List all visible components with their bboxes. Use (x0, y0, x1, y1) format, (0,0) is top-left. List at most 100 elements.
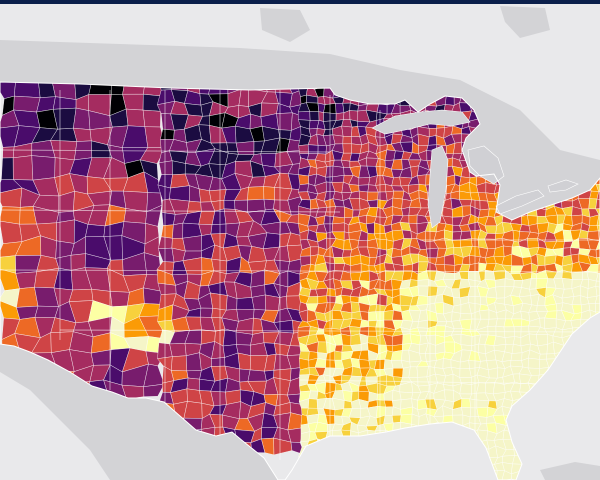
county[interactable] (160, 224, 174, 239)
county[interactable] (318, 111, 324, 122)
county[interactable] (323, 215, 334, 225)
county[interactable] (520, 87, 529, 96)
county[interactable] (408, 214, 418, 224)
county[interactable] (595, 94, 600, 107)
county[interactable] (488, 367, 499, 379)
county[interactable] (435, 445, 446, 455)
county[interactable] (595, 240, 600, 251)
county[interactable] (385, 462, 396, 474)
county[interactable] (169, 185, 190, 202)
county[interactable] (586, 383, 597, 393)
county[interactable] (595, 150, 600, 160)
county[interactable] (349, 295, 360, 303)
county[interactable] (327, 471, 336, 480)
county[interactable] (452, 239, 461, 248)
county[interactable] (468, 470, 480, 480)
county[interactable] (552, 383, 565, 394)
county[interactable] (357, 240, 368, 248)
county[interactable] (310, 246, 319, 257)
county[interactable] (595, 382, 600, 393)
county[interactable] (479, 462, 490, 474)
county[interactable] (375, 462, 387, 474)
county[interactable] (522, 463, 529, 471)
county[interactable] (527, 79, 541, 90)
county[interactable] (342, 136, 352, 145)
county[interactable] (494, 278, 506, 288)
county[interactable] (341, 125, 353, 137)
county[interactable] (587, 119, 600, 129)
county[interactable] (572, 357, 583, 371)
county[interactable] (460, 461, 473, 472)
county[interactable] (560, 143, 573, 152)
county[interactable] (360, 319, 370, 328)
county[interactable] (375, 446, 386, 458)
county[interactable] (598, 230, 600, 242)
county[interactable] (476, 80, 487, 90)
county[interactable] (418, 447, 426, 458)
county[interactable] (570, 95, 582, 105)
county[interactable] (186, 377, 200, 391)
county[interactable] (298, 455, 310, 467)
county[interactable] (570, 135, 582, 145)
county[interactable] (580, 102, 592, 115)
county[interactable] (503, 326, 515, 338)
county[interactable] (442, 422, 454, 434)
county[interactable] (535, 102, 547, 114)
county[interactable] (546, 94, 556, 105)
county[interactable] (385, 472, 394, 480)
county[interactable] (444, 445, 456, 459)
county[interactable] (375, 453, 387, 464)
county[interactable] (265, 294, 281, 311)
county[interactable] (587, 110, 599, 122)
county[interactable] (572, 352, 582, 360)
county[interactable] (518, 447, 529, 457)
county[interactable] (537, 382, 548, 394)
county[interactable] (376, 293, 388, 307)
county[interactable] (442, 454, 456, 467)
county[interactable] (596, 255, 600, 265)
county[interactable] (401, 229, 412, 239)
county[interactable] (435, 465, 445, 475)
county[interactable] (182, 235, 202, 252)
county[interactable] (571, 78, 583, 88)
county[interactable] (476, 406, 489, 418)
county[interactable] (368, 456, 377, 466)
county[interactable] (443, 430, 455, 443)
county[interactable] (511, 415, 522, 427)
county[interactable] (427, 285, 439, 297)
county[interactable] (503, 78, 514, 91)
county[interactable] (199, 307, 213, 318)
county[interactable] (410, 456, 419, 465)
county[interactable] (460, 344, 472, 351)
county[interactable] (577, 383, 589, 392)
county[interactable] (452, 440, 462, 450)
county[interactable] (552, 96, 566, 105)
county[interactable] (317, 295, 328, 304)
county[interactable] (487, 325, 497, 337)
county[interactable] (556, 414, 565, 427)
county[interactable] (536, 334, 548, 347)
county[interactable] (587, 126, 600, 138)
county[interactable] (334, 350, 343, 361)
county[interactable] (332, 463, 346, 473)
county[interactable] (535, 109, 548, 121)
county[interactable] (587, 334, 600, 347)
county[interactable] (563, 358, 574, 369)
county[interactable] (442, 470, 456, 480)
county[interactable] (528, 425, 540, 433)
county[interactable] (560, 414, 572, 425)
county[interactable] (521, 456, 529, 465)
county[interactable] (377, 191, 388, 202)
county[interactable] (528, 406, 538, 417)
county[interactable] (561, 95, 575, 105)
county[interactable] (569, 414, 581, 425)
county[interactable] (342, 143, 352, 154)
county[interactable] (520, 430, 532, 441)
county[interactable] (563, 79, 575, 91)
county[interactable] (510, 79, 522, 91)
county[interactable] (561, 101, 574, 113)
county[interactable] (161, 212, 176, 226)
county[interactable] (510, 352, 523, 361)
county[interactable] (186, 352, 202, 372)
